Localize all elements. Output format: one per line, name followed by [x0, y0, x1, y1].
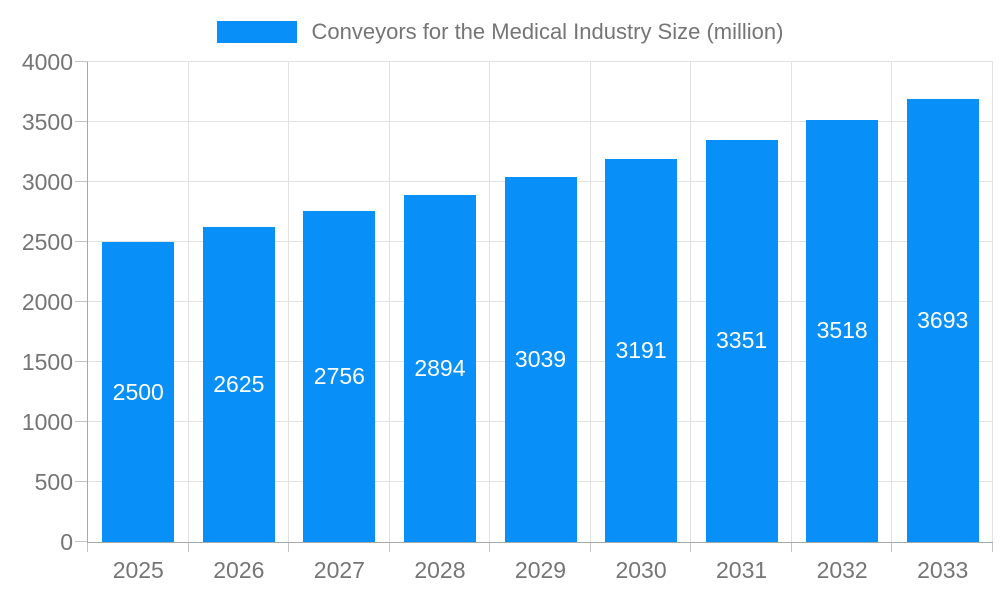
- x-axis-tick-label: 2032: [816, 557, 868, 583]
- y-axis-tick-label: 2000: [21, 289, 73, 315]
- y-axis-line: [87, 62, 88, 542]
- x-axis-line: [87, 542, 993, 543]
- x-axis-tick-label: 2030: [615, 557, 667, 583]
- y-tick-mark: [75, 541, 88, 542]
- y-tick-mark: [75, 241, 88, 242]
- x-tick-mark: [992, 542, 993, 552]
- x-gridline: [790, 62, 792, 542]
- bar: 2756: [303, 211, 376, 542]
- x-gridline: [690, 62, 692, 542]
- bar: 2625: [202, 227, 275, 542]
- bar-value-label: 3518: [816, 317, 868, 344]
- y-axis-tick-label: 500: [34, 469, 73, 495]
- x-gridline: [992, 62, 993, 542]
- y-axis-tick-label: 0: [60, 529, 73, 555]
- y-axis-tick-label: 1000: [21, 409, 73, 435]
- bar-value-label: 3039: [514, 346, 567, 373]
- y-tick-mark: [75, 421, 88, 422]
- bar: 2894: [403, 194, 476, 542]
- bar: 3039: [504, 177, 577, 542]
- bar-value-label: 3693: [917, 306, 969, 333]
- bar: 2500: [102, 242, 175, 542]
- x-gridline: [288, 62, 290, 542]
- y-tick-mark: [75, 121, 88, 122]
- y-tick-mark: [75, 61, 88, 62]
- legend-label: Conveyors for the Medical Industry Size …: [311, 19, 784, 44]
- bar: 3518: [806, 119, 879, 542]
- y-tick-mark: [75, 481, 88, 482]
- x-axis-tick-label: 2027: [313, 557, 365, 583]
- bar: 3351: [705, 139, 778, 542]
- bar: 3693: [906, 98, 979, 542]
- x-gridline: [187, 62, 189, 542]
- x-gridline: [388, 62, 390, 542]
- bar-value-label: 3351: [716, 327, 768, 354]
- x-tick-mark: [589, 542, 591, 552]
- x-axis-tick-label: 2031: [716, 557, 768, 583]
- bar-value-label: 2500: [112, 378, 164, 405]
- y-gridline: [88, 61, 993, 62]
- bar-value-label: 2894: [414, 354, 466, 381]
- y-tick-mark: [75, 181, 88, 182]
- x-tick-mark: [288, 542, 290, 552]
- bar: 3191: [605, 159, 678, 542]
- legend-swatch: [216, 21, 297, 43]
- y-axis-tick-label: 3500: [21, 109, 73, 135]
- x-axis-tick-label: 2026: [213, 557, 265, 583]
- x-tick-mark: [187, 542, 189, 552]
- x-tick-mark: [489, 542, 491, 552]
- x-gridline: [489, 62, 491, 542]
- x-axis-tick-label: 2025: [112, 557, 164, 583]
- y-axis-tick-label: 1500: [21, 349, 73, 375]
- y-gridline: [88, 121, 993, 122]
- y-axis-tick-label: 2500: [21, 229, 73, 255]
- x-gridline: [891, 62, 893, 542]
- x-tick-mark: [388, 542, 390, 552]
- y-tick-mark: [75, 361, 88, 362]
- y-axis-tick-label: 4000: [21, 49, 73, 75]
- x-tick-mark: [891, 542, 893, 552]
- y-tick-mark: [75, 301, 88, 302]
- x-axis-tick-label: 2028: [414, 557, 466, 583]
- y-axis-tick-label: 3000: [21, 169, 73, 195]
- plot-area: 0 500 1000 1500 2000 2500 3000 3500 4000 2500 2025…: [22, 51, 993, 582]
- x-tick-mark: [690, 542, 692, 552]
- legend: Conveyors for the Medical Industry Size …: [0, 15, 1000, 49]
- x-gridline: [589, 62, 591, 542]
- x-axis-tick-label: 2033: [917, 557, 969, 583]
- x-tick-mark: [87, 542, 88, 552]
- x-tick-mark: [790, 542, 792, 552]
- bar-value-label: 2756: [313, 363, 365, 390]
- x-axis-tick-label: 2029: [514, 557, 567, 583]
- bar-value-label: 2625: [213, 371, 265, 397]
- bar-value-label: 3191: [615, 337, 667, 364]
